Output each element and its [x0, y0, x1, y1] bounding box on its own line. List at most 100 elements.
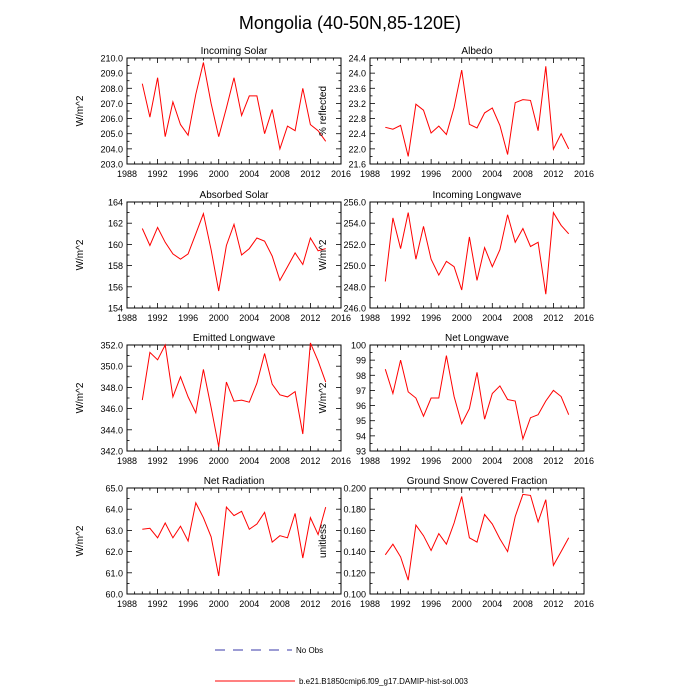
series-line [141, 211, 326, 292]
x-tick-label: 1996 [178, 456, 198, 466]
legend: No Obs b.e21.B1850cmip6.f09_g17.DAMIP-hi… [215, 646, 469, 686]
x-tick-label: 2012 [300, 169, 320, 179]
y-tick-label: 252.0 [343, 240, 366, 250]
y-tick-label: 23.6 [348, 84, 366, 94]
x-tick-label: 1988 [117, 599, 137, 609]
y-tick-label: 21.6 [348, 160, 366, 170]
y-axis-label: W/m^2 [75, 239, 86, 270]
y-tick-label: 158 [108, 261, 123, 271]
panel-title: Absorbed Solar [200, 190, 270, 201]
y-tick-label: 63.0 [105, 526, 123, 536]
series-line [142, 501, 327, 577]
panel-title: Incoming Longwave [433, 190, 522, 201]
figure-title: Mongolia (40-50N,85-120E) [239, 13, 461, 33]
x-tick-label: 2004 [482, 599, 502, 609]
y-tick-label: 250.0 [343, 261, 366, 271]
y-tick-label: 94 [356, 431, 366, 441]
x-tick-label: 2000 [452, 169, 472, 179]
y-axis-label: W/m^2 [75, 95, 86, 126]
legend-model-label: b.e21.B1850cmip6.f09_g17.DAMIP-hist-sol.… [299, 677, 469, 686]
x-tick-label: 1996 [421, 169, 441, 179]
x-tick-label: 2012 [543, 599, 563, 609]
x-tick-label: 1992 [391, 313, 411, 323]
y-tick-label: 156 [108, 282, 123, 292]
x-tick-label: 1996 [178, 313, 198, 323]
y-tick-label: 0.100 [343, 590, 366, 600]
plot-frame [126, 201, 342, 309]
y-axis-label: unitless [318, 524, 329, 558]
y-tick-label: 160 [108, 240, 123, 250]
chart-panels: Incoming Solar W/m^2 1988 1992 1996 2000 2004 2… [75, 46, 594, 609]
y-tick-label: 205.0 [100, 129, 123, 139]
y-axis-label: W/m^2 [318, 239, 329, 270]
x-tick-label: 2012 [543, 169, 563, 179]
y-tick-label: 24.0 [348, 69, 366, 79]
plot-frame [369, 344, 585, 452]
x-tick-label: 2004 [482, 169, 502, 179]
x-tick-label: 1996 [178, 599, 198, 609]
y-tick-label: 0.200 [343, 484, 366, 494]
x-tick-label: 2016 [574, 599, 594, 609]
y-tick-label: 350.0 [100, 362, 123, 372]
y-tick-label: 206.0 [100, 114, 123, 124]
x-tick-label: 2008 [270, 599, 290, 609]
y-tick-label: 22.0 [348, 144, 366, 154]
x-tick-label: 2008 [513, 456, 533, 466]
x-tick-label: 2000 [209, 169, 229, 179]
x-tick-label: 2012 [543, 456, 563, 466]
x-tick-label: 2008 [270, 456, 290, 466]
x-tick-label: 1996 [421, 599, 441, 609]
panel-net-radiation: Net Radiation W/m^2 1988 1992 1996 2000 2004 20… [75, 476, 351, 609]
y-tick-label: 97 [356, 386, 366, 396]
x-tick-label: 1996 [421, 456, 441, 466]
y-tick-label: 23.2 [348, 99, 366, 109]
x-tick-label: 2000 [452, 313, 472, 323]
panel-incoming-solar: Incoming Solar W/m^2 1988 1992 1996 2000 2004 2… [75, 46, 351, 179]
x-tick-label: 2000 [209, 313, 229, 323]
panel-title: Emitted Longwave [193, 333, 276, 344]
x-tick-label: 2016 [574, 456, 594, 466]
y-tick-label: 164 [108, 198, 123, 208]
panel-title: Incoming Solar [201, 46, 268, 57]
y-tick-label: 64.0 [105, 505, 123, 515]
x-tick-label: 2004 [239, 313, 259, 323]
y-tick-label: 61.0 [105, 568, 123, 578]
plot-frame [369, 57, 585, 165]
x-tick-label: 2012 [543, 313, 563, 323]
y-tick-label: 98 [356, 371, 366, 381]
y-tick-label: 207.0 [100, 99, 123, 109]
x-tick-label: 2012 [300, 313, 320, 323]
x-tick-label: 2004 [482, 456, 502, 466]
y-tick-label: 352.0 [100, 341, 123, 351]
x-tick-label: 1988 [117, 169, 137, 179]
x-tick-label: 1996 [421, 313, 441, 323]
x-tick-label: 1988 [360, 599, 380, 609]
x-tick-label: 2000 [452, 456, 472, 466]
y-tick-label: 203.0 [100, 160, 123, 170]
y-tick-label: 348.0 [100, 383, 123, 393]
x-tick-label: 1988 [360, 169, 380, 179]
x-tick-label: 1992 [148, 313, 168, 323]
x-tick-label: 2012 [300, 599, 320, 609]
x-tick-label: 1988 [360, 456, 380, 466]
y-tick-label: 204.0 [100, 144, 123, 154]
x-tick-label: 1992 [391, 169, 411, 179]
panel-absorbed-solar: Absorbed Solar W/m^2 1988 1992 1996 2000 2004 2… [75, 190, 351, 323]
x-tick-label: 2008 [270, 169, 290, 179]
panel-ground-snow-covered-fraction: Ground Snow Covered Fraction unitless 1988… [318, 476, 594, 609]
x-tick-label: 1988 [117, 456, 137, 466]
y-tick-label: 248.0 [343, 282, 366, 292]
y-tick-label: 344.0 [100, 425, 123, 435]
x-tick-label: 2000 [209, 599, 229, 609]
y-axis-label: % reflected [318, 86, 329, 136]
series-line [384, 493, 570, 581]
panel-title: Net Radiation [204, 476, 265, 487]
y-tick-label: 0.160 [343, 526, 366, 536]
y-tick-label: 209.0 [100, 69, 123, 79]
plot-frame [126, 57, 342, 165]
x-tick-label: 2016 [331, 456, 351, 466]
x-tick-label: 2008 [513, 599, 533, 609]
y-tick-label: 162 [108, 219, 123, 229]
x-tick-label: 2016 [331, 169, 351, 179]
x-tick-label: 2000 [452, 599, 472, 609]
